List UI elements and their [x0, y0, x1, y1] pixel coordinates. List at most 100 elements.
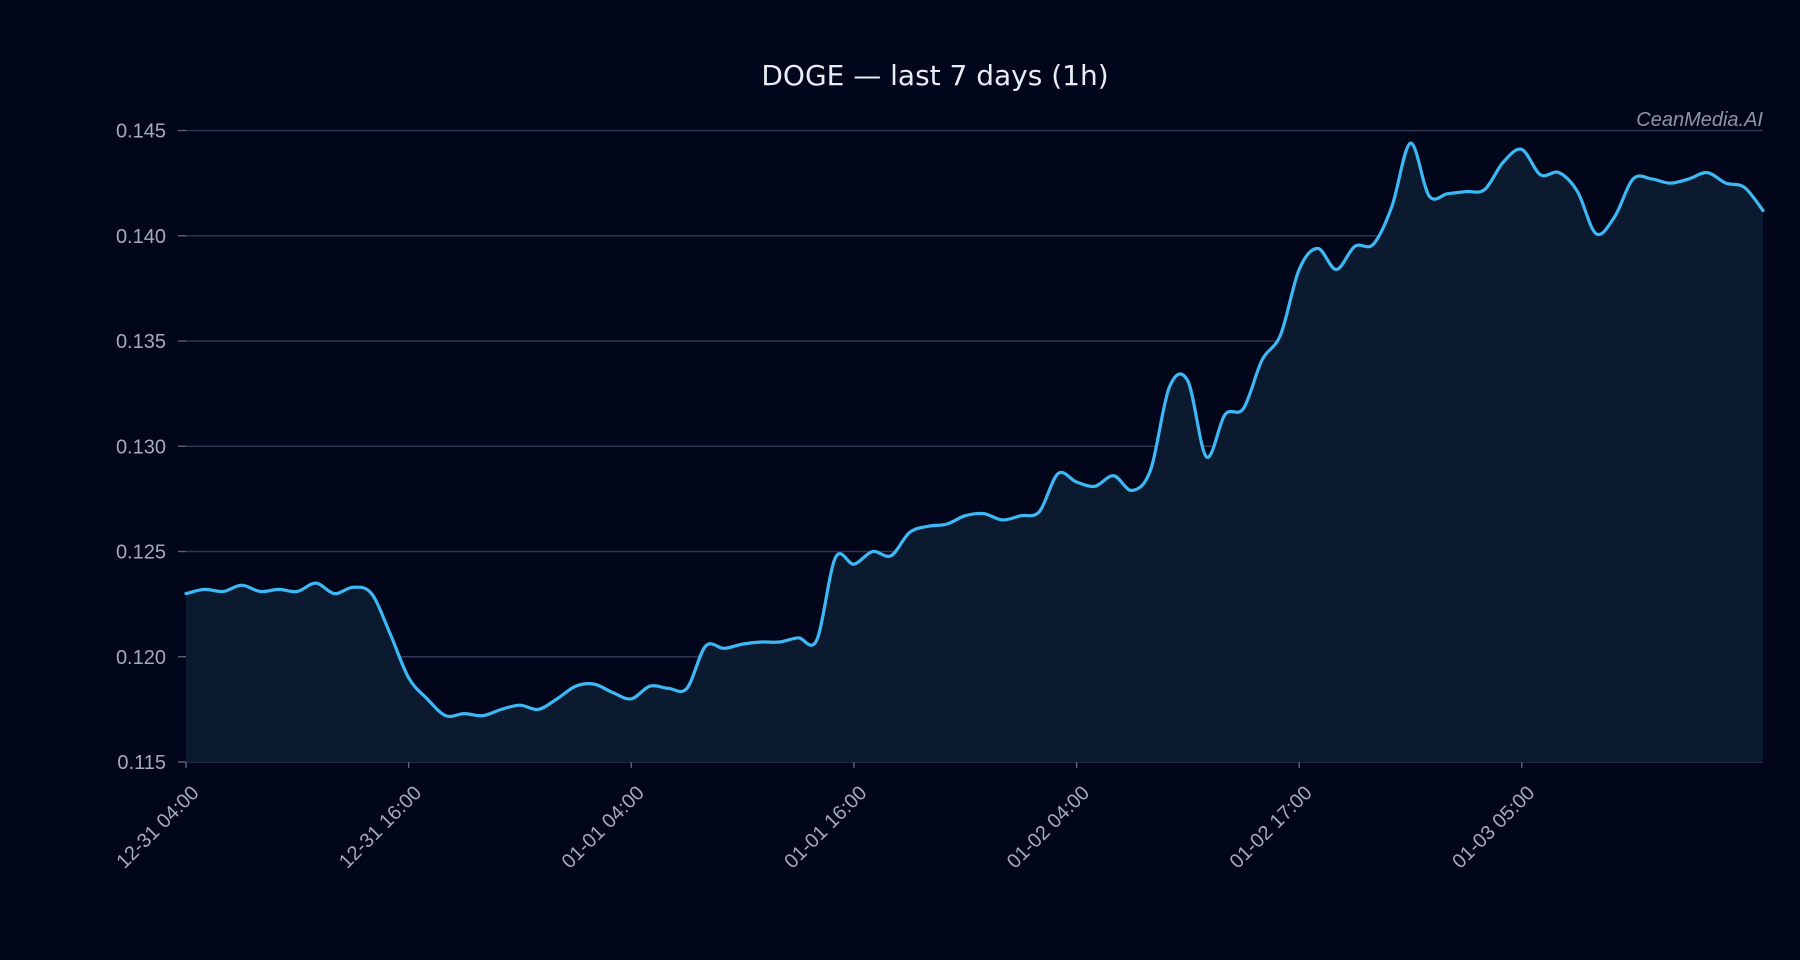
- price-point: [1650, 177, 1653, 180]
- x-tick-label: 01-02 04:00: [1003, 782, 1094, 873]
- price-point: [1706, 171, 1709, 174]
- price-point: [1372, 243, 1375, 246]
- price-point: [778, 641, 781, 644]
- price-point: [630, 697, 633, 700]
- x-tick-label: 12-31 16:00: [335, 782, 426, 873]
- price-point: [667, 687, 670, 690]
- price-point: [1131, 489, 1134, 492]
- price-point: [296, 590, 299, 593]
- y-tick-label: 0.140: [116, 226, 166, 248]
- price-point: [908, 531, 911, 534]
- price-point: [1094, 485, 1097, 488]
- price-point: [1149, 468, 1152, 471]
- price-point: [1502, 161, 1505, 164]
- price-point: [611, 691, 614, 694]
- price-point: [760, 641, 763, 644]
- price-point: [1465, 190, 1468, 193]
- x-tick-label: 01-02 17:00: [1226, 782, 1317, 873]
- price-point: [1687, 177, 1690, 180]
- price-point: [259, 590, 262, 593]
- price-point: [463, 712, 466, 715]
- price-point: [1353, 245, 1356, 248]
- price-point: [1001, 518, 1004, 521]
- price-point: [1669, 182, 1672, 185]
- price-point: [500, 708, 503, 711]
- price-line: [184, 141, 1765, 718]
- price-point: [574, 685, 577, 688]
- price-point: [1409, 142, 1412, 145]
- x-tick-label: 01-03 05:00: [1448, 782, 1539, 873]
- price-point: [1242, 407, 1245, 410]
- price-point: [1335, 268, 1338, 271]
- price-point: [389, 632, 392, 635]
- x-tick-label: 01-01 16:00: [780, 782, 871, 873]
- price-point: [537, 708, 540, 711]
- price-point: [277, 588, 280, 591]
- price-area-fill: [186, 143, 1763, 762]
- price-point: [481, 714, 484, 717]
- price-point: [1261, 358, 1264, 361]
- y-tick-label: 0.135: [116, 331, 166, 353]
- watermark-label: CeanMedia.AI: [1636, 109, 1763, 131]
- price-point: [1539, 173, 1542, 176]
- price-point: [1557, 171, 1560, 174]
- price-point: [834, 556, 837, 559]
- price-point: [927, 525, 930, 528]
- price-point: [1632, 177, 1635, 180]
- price-point: [556, 697, 559, 700]
- price-point: [240, 584, 243, 587]
- price-point: [723, 647, 726, 650]
- price-point: [1316, 247, 1319, 250]
- price-point: [426, 697, 429, 700]
- price-point: [370, 592, 373, 595]
- price-point: [407, 676, 410, 679]
- y-tick-label: 0.145: [116, 121, 166, 143]
- price-point: [1390, 205, 1393, 208]
- price-point: [648, 685, 651, 688]
- price-point: [797, 636, 800, 639]
- price-point: [333, 592, 336, 595]
- price-point: [852, 563, 855, 566]
- price-point: [1075, 481, 1078, 484]
- x-axis: 12-31 04:00 12-31 16:00 01-01 04:00 01-01 1…: [112, 762, 1539, 873]
- price-point: [1483, 188, 1486, 191]
- price-point: [1724, 182, 1727, 185]
- x-tick-label: 12-31 04:00: [112, 782, 203, 873]
- price-point: [1223, 413, 1226, 416]
- price-point: [1298, 268, 1301, 271]
- price-point: [1168, 386, 1171, 389]
- price-point: [185, 592, 188, 595]
- price-point: [1595, 232, 1598, 235]
- price-point: [1112, 474, 1115, 477]
- price-point: [1279, 333, 1282, 336]
- y-tick-label: 0.115: [117, 752, 166, 774]
- price-point: [1038, 510, 1041, 513]
- price-point: [815, 638, 818, 641]
- price-point: [593, 683, 596, 686]
- x-tick-label: 01-01 04:00: [558, 782, 649, 873]
- price-point: [1576, 190, 1579, 193]
- price-point: [982, 512, 985, 515]
- price-point: [1205, 455, 1208, 458]
- price-point: [704, 645, 707, 648]
- price-point: [1520, 148, 1523, 151]
- price-point: [685, 687, 688, 690]
- y-tick-label: 0.130: [116, 436, 166, 458]
- price-point: [1743, 186, 1746, 189]
- price-point: [945, 523, 948, 526]
- price-point: [444, 714, 447, 717]
- price-point: [1762, 209, 1765, 212]
- price-point: [871, 550, 874, 553]
- price-point: [518, 704, 521, 707]
- price-point: [1446, 192, 1449, 195]
- chart-title: DOGE — last 7 days (1h): [761, 59, 1108, 92]
- y-tick-label: 0.125: [116, 542, 166, 564]
- price-point: [1056, 472, 1059, 475]
- price-point: [890, 554, 893, 557]
- price-point: [1428, 194, 1431, 197]
- price-point: [351, 586, 354, 589]
- price-point: [964, 514, 967, 517]
- price-point: [1613, 215, 1616, 218]
